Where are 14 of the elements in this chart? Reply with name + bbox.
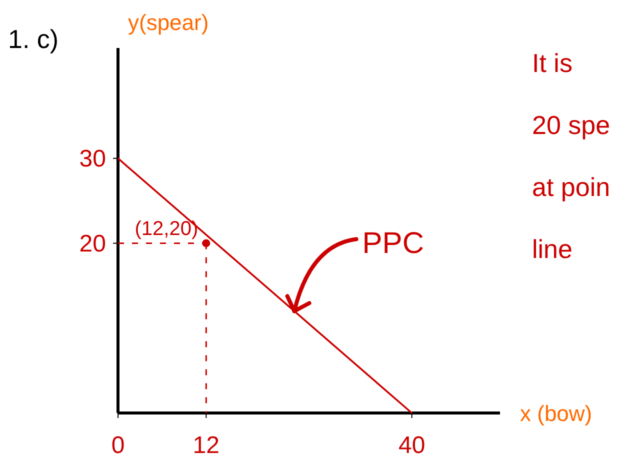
- chart-title: 1. c): [8, 24, 59, 54]
- x-tick-label: 40: [398, 432, 426, 459]
- y-tick-label: 30: [79, 146, 106, 173]
- y-tick-label: 20: [79, 230, 106, 258]
- x-tick-label: 0: [111, 432, 125, 459]
- annotation: PPC: [362, 227, 424, 260]
- y-axis-title: y(spear): [128, 10, 209, 35]
- text: 20 spe: [532, 110, 610, 140]
- text: line: [532, 234, 572, 264]
- annotation: (12,20): [134, 218, 198, 240]
- text: It is: [532, 48, 572, 78]
- x-tick-label: 12: [192, 432, 220, 459]
- x-axis-title: x (bow): [520, 401, 592, 426]
- text: at poin: [532, 172, 610, 202]
